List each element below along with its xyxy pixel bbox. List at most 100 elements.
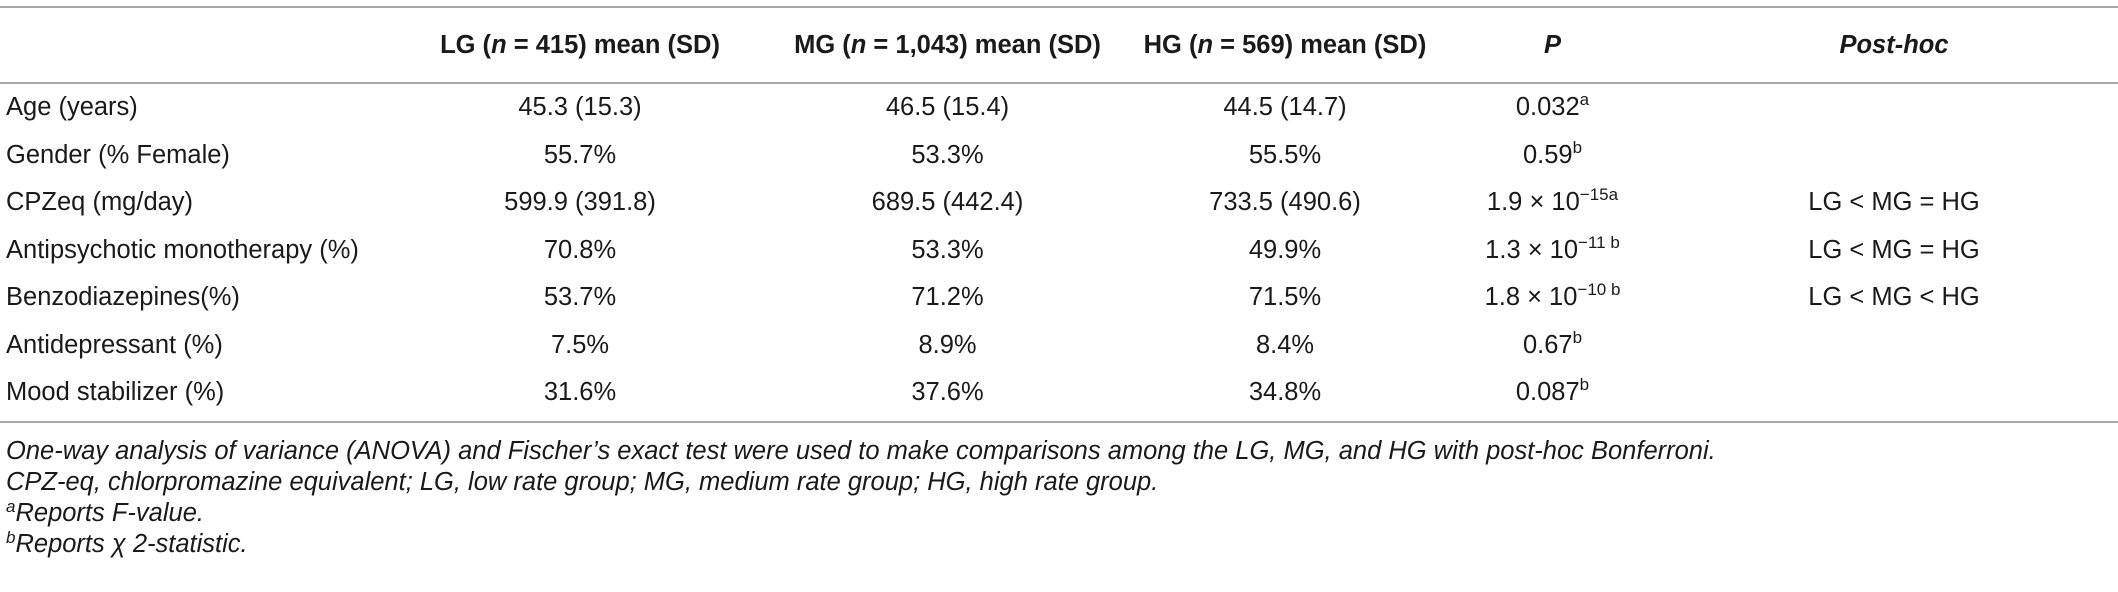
p-superscript: −15a [1579,185,1619,205]
cell-mg: 689.5 (442.4) [760,179,1135,227]
cell-p-value: 0.032 [1515,93,1580,122]
cell-hg: 55.5% [1135,132,1435,180]
row-label: CPZeq (mg/day) [0,179,400,227]
cell-hg-value: 733.5 (490.6) [1209,188,1361,217]
cell-posthoc: LG < MG = HG [1670,179,2118,227]
cell-p-value: 1.9 × 10 [1486,188,1580,217]
cell-p: 0.032a [1435,83,1670,132]
cell-posthoc-value: LG < MG < HG [1808,283,1980,312]
cell-lg: 7.5% [400,322,760,370]
cell-lg-value: 53.7% [543,283,617,312]
row-label: Gender (% Female) [0,132,400,180]
cell-hg: 71.5% [1135,274,1435,322]
row-label: Mood stabilizer (%) [0,369,400,422]
cell-hg-value: 49.9% [1248,235,1322,264]
p-superscript: b [1579,375,1590,395]
cell-mg-value: 37.6% [911,378,984,407]
table-row: Antidepressant (%) 7.5% 8.9% 8.4% 0.67b [0,322,2118,370]
p-superscript: b [1572,137,1583,157]
row-label-value: Antipsychotic monotherapy (%) [6,235,359,264]
cell-mg: 71.2% [760,274,1135,322]
cell-lg-value: 55.7% [543,140,617,169]
table-footnotes: One-way analysis of variance (ANOVA) and… [6,436,1716,560]
cell-lg-value: 599.9 (391.8) [504,188,656,217]
cell-lg: 55.7% [400,132,760,180]
cell-p-value: 1.8 × 10 [1484,283,1578,312]
cell-mg: 53.3% [760,227,1135,275]
cell-hg-value: 34.8% [1248,378,1322,407]
header-mg: MG (n = 1,043) mean (SD) [794,30,1101,59]
row-label: Antidepressant (%) [0,322,400,370]
header-row: LG (n = 415) mean (SD) MG (n = 1,043) me… [0,7,2118,83]
cell-p: 1.9 × 10−15a [1435,179,1670,227]
cell-mg-value: 689.5 (442.4) [871,188,1024,217]
cell-p: 0.59b [1435,132,1670,180]
p-superscript: a [1579,90,1590,110]
footnote-abbreviations: CPZ-eq, chlorpromazine equivalent; LG, l… [6,468,1159,496]
cell-mg: 46.5 (15.4) [760,83,1135,132]
p-superscript: −11 b [1578,232,1620,252]
cell-mg-value: 8.9% [918,330,977,359]
cell-lg-value: 45.3 (15.3) [518,93,642,122]
cell-mg: 8.9% [760,322,1135,370]
cell-posthoc: LG < MG = HG [1670,227,2118,275]
footnote-b: bReports χ 2-statistic. [6,529,1716,560]
row-label-value: Mood stabilizer (%) [6,378,225,407]
row-label-value: Age (years) [6,93,138,122]
row-label: Age (years) [0,83,400,132]
header-hg: HG (n = 569) mean (SD) [1143,30,1427,59]
cell-p: 1.3 × 10−11 b [1435,227,1670,275]
cell-posthoc-value: LG < MG = HG [1808,235,1980,264]
cell-p: 1.8 × 10−10 b [1435,274,1670,322]
cell-mg-value: 71.2% [911,283,984,312]
footnote-a-text: Reports F-value. [15,499,204,527]
table-row: Gender (% Female) 55.7% 53.3% 55.5% 0.59b [0,132,2118,180]
cell-mg-value: 53.3% [911,235,984,264]
table-row: CPZeq (mg/day) 599.9 (391.8) 689.5 (442.4)… [0,179,2118,227]
cell-mg-value: 53.3% [911,140,984,169]
p-superscript: −10 b [1577,280,1621,300]
cell-posthoc [1670,322,2118,370]
cell-p-value: 0.59 [1522,140,1573,169]
cell-hg-value: 55.5% [1248,140,1322,169]
cell-posthoc-value: LG < MG = HG [1808,188,1980,217]
cell-posthoc [1670,369,2118,422]
table-row: Antipsychotic monotherapy (%) 70.8% 53.3% 4… [0,227,2118,275]
cell-hg: 49.9% [1135,227,1435,275]
cell-hg-value: 71.5% [1248,283,1322,312]
header-p: P [1543,30,1561,59]
cell-lg: 31.6% [400,369,760,422]
cell-posthoc [1670,132,2118,180]
cell-lg-value: 7.5% [550,330,610,359]
cell-hg: 44.5 (14.7) [1135,83,1435,132]
table-row: Age (years) 45.3 (15.3) 46.5 (15.4) 44.5 (1… [0,83,2118,132]
header-posthoc: Post-hoc [1839,30,1949,59]
cell-hg: 8.4% [1135,322,1435,370]
footnote-a-mark: a [6,497,16,516]
header-label-column [0,7,400,83]
cell-hg: 733.5 (490.6) [1135,179,1435,227]
footnote-b-text: Reports χ 2-statistic. [15,530,248,558]
row-label-value: Antidepressant (%) [6,330,223,359]
footnote-b-mark: b [6,528,16,547]
cell-mg-value: 46.5 (15.4) [885,93,1010,122]
cell-mg: 53.3% [760,132,1135,180]
cell-lg: 599.9 (391.8) [400,179,760,227]
table-body: Age (years) 45.3 (15.3) 46.5 (15.4) 44.5 (1… [0,83,2118,422]
cell-mg: 37.6% [760,369,1135,422]
cell-p-value: 1.3 × 10 [1485,235,1579,264]
row-label: Antipsychotic monotherapy (%) [0,227,400,275]
table-header: LG (n = 415) mean (SD) MG (n = 1,043) me… [0,7,2118,83]
cell-lg: 45.3 (15.3) [400,83,760,132]
header-lg: LG (n = 415) mean (SD) [440,30,720,59]
footnote-method: One-way analysis of variance (ANOVA) and… [6,437,1716,465]
cell-lg-value: 70.8% [543,235,617,264]
table-row: Mood stabilizer (%) 31.6% 37.6% 34.8% 0.087b [0,369,2118,422]
cell-p: 0.67b [1435,322,1670,370]
cell-p-value: 0.67 [1522,330,1573,359]
table-row: Benzodiazepines(%) 53.7% 71.2% 71.5% 1.8 × 1… [0,274,2118,322]
cell-posthoc: LG < MG < HG [1670,274,2118,322]
row-label-value: Benzodiazepines(%) [6,283,240,312]
footnote-a: aReports F-value. [6,498,1716,529]
